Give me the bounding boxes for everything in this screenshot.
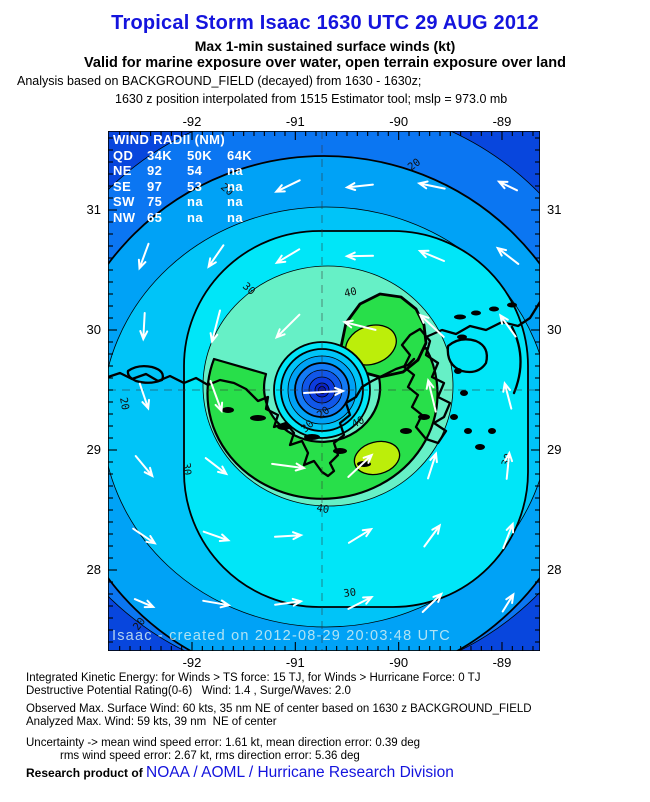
radii-cell: 53 (187, 178, 203, 194)
radii-cell: 92 (147, 163, 163, 178)
svg-text:20: 20 (117, 396, 131, 411)
radii-cell: na (227, 178, 243, 194)
radii-cell: na (227, 163, 243, 178)
page-title: Tropical Storm Isaac 1630 UTC 29 AUG 201… (111, 12, 539, 34)
x-axis-label-top: -92 (182, 114, 202, 129)
radii-cell: 54 (187, 163, 203, 178)
x-axis-label-top: -91 (285, 114, 305, 129)
observed-max-wind-line: Observed Max. Surface Wind: 60 kts, 35 n… (26, 703, 532, 715)
credit-line: Research product of NOAA / AOML / Hurric… (26, 764, 454, 782)
radii-cell: na (227, 194, 243, 209)
analysis-position-line: 1630 z position interpolated from 1515 E… (115, 92, 508, 106)
radii-cell: NE (113, 163, 132, 178)
y-axis-label-right: 31 (547, 202, 562, 217)
radii-cell: SE (113, 178, 132, 194)
y-axis-label-left: 30 (86, 322, 101, 337)
radii-cell: na (187, 209, 203, 225)
x-axis-label-top: -89 (492, 114, 512, 129)
subtitle-winds: Max 1-min sustained surface winds (kt) (194, 38, 456, 54)
radii-col: 34K (147, 147, 173, 163)
x-axis-label-bottom: -92 (182, 655, 202, 670)
analyzed-max-wind-line: Analyzed Max. Wind: 59 kts, 39 nm NE of … (26, 716, 277, 728)
wind-radii-header: QD 34K 50K 64K (113, 148, 267, 164)
radii-cell: 75 (147, 194, 163, 209)
svg-text:30: 30 (343, 586, 357, 600)
wind-radii-row-se: SE 97 53 na (113, 179, 267, 195)
uncertainty-line: Uncertainty -> mean wind speed error: 1.… (26, 737, 421, 749)
x-axis-label-bottom: -91 (285, 655, 305, 670)
svg-text:20: 20 (315, 404, 332, 421)
radii-cell: SW (113, 194, 135, 209)
radii-cell: NW (113, 209, 136, 225)
y-axis-label-right: 30 (547, 322, 562, 337)
svg-text:30: 30 (180, 462, 193, 476)
svg-text:40: 40 (350, 414, 367, 431)
creation-watermark: Isaac - created on 2012-08-29 20:03:48 U… (112, 628, 451, 644)
x-axis-label-top: -90 (389, 114, 409, 129)
x-axis-label-bottom: -90 (389, 655, 409, 670)
y-axis-label-right: 29 (547, 442, 562, 457)
radii-cell: 65 (147, 209, 163, 225)
radii-cell: 97 (147, 178, 163, 194)
svg-text:40: 40 (315, 502, 330, 516)
wind-radii-row-ne: NE 92 54 na (113, 163, 267, 179)
subtitle-exposure: Valid for marine exposure over water, op… (84, 55, 566, 71)
radii-col: QD (113, 147, 134, 163)
wind-field-map: 20 20 20 20 30 30 30 30 40 40 20 30 40 WIND RADII (N… (87, 114, 562, 670)
svg-text:40: 40 (343, 286, 358, 300)
credit-organizations: NOAA / AOML / Hurricane Research Divisio… (146, 764, 454, 781)
y-axis-label-left: 31 (86, 202, 101, 217)
y-axis-label-right: 28 (547, 562, 562, 577)
y-axis-label-left: 28 (86, 562, 101, 577)
destructive-potential-line: Destructive Potential Rating(0-6) Wind: … (26, 685, 351, 697)
analysis-source-line: Analysis based on BACKGROUND_FIELD (deca… (17, 74, 422, 88)
radii-col: 64K (227, 147, 253, 163)
radii-cell: na (227, 209, 243, 225)
y-axis-label-left: 29 (86, 442, 101, 457)
radii-cell: na (187, 194, 203, 209)
wind-radii-title: WIND RADII (NM) (113, 132, 226, 147)
radii-col: 50K (187, 147, 213, 163)
wind-radii-table: WIND RADII (NM) QD 34K 50K 64K NE 92 54 na SE 9… (113, 132, 267, 225)
rms-error-line: rms wind speed error: 2.67 kt, rms direc… (60, 750, 360, 762)
ike-line: Integrated Kinetic Energy: for Winds > T… (26, 672, 481, 684)
wind-radii-row-nw: NW 65 na na (113, 210, 267, 226)
wind-radii-row-sw: SW 75 na na (113, 194, 267, 210)
x-axis-label-bottom: -89 (492, 655, 512, 670)
credit-prefix: Research product of (26, 766, 147, 780)
